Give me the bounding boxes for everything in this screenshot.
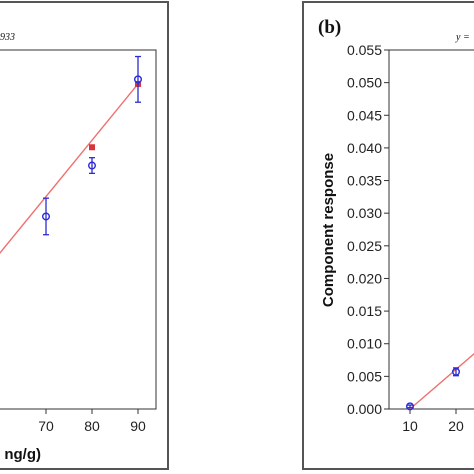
circle-marker	[87, 161, 96, 170]
panel-b-equation: y =	[455, 32, 470, 43]
y-tick-label: 0.035	[347, 173, 382, 189]
y-tick-label: 0.045	[347, 107, 382, 123]
panel-a-frame	[0, 1, 169, 470]
panel-b-plot-area	[388, 49, 474, 410]
circle-marker	[452, 367, 461, 376]
y-tick-label: 0.050	[347, 75, 382, 91]
panel-a-fit	[0, 83, 139, 255]
panel-b-y-ticks: 0.000 0.005 0.010 0.015 0.020 0.025 0.030 0.035…	[347, 42, 389, 417]
fit-line	[409, 352, 474, 410]
y-tick-label: 0.020	[347, 270, 382, 286]
circle-marker	[406, 402, 415, 411]
panel-b-points	[406, 367, 461, 411]
y-tick-label: 0.015	[347, 303, 382, 319]
panel-b-x-ticks: 10 20	[402, 409, 464, 434]
x-tick-label: 80	[84, 418, 100, 434]
panel-b-label: (b)	[318, 17, 341, 38]
circle-marker	[133, 75, 142, 84]
x-tick-label: 70	[38, 418, 54, 434]
panel-b-y-axis-label: Component response	[320, 153, 337, 307]
panel-a-points	[42, 55, 142, 236]
y-tick-label: 0.040	[347, 140, 382, 156]
y-tick-label: 0.010	[347, 336, 382, 352]
fit-line	[0, 83, 139, 255]
circle-marker	[42, 212, 51, 221]
panel-b-fit	[409, 352, 474, 410]
panel-a-equation: 933	[0, 32, 15, 43]
panel-a-plot-area	[0, 49, 157, 410]
panel-a-x-axis-label: ng/g)	[4, 446, 41, 463]
panel-b-frame	[302, 1, 474, 470]
y-tick-label: 0.000	[347, 401, 382, 417]
square-marker	[89, 144, 95, 151]
y-tick-label: 0.025	[347, 238, 382, 254]
y-tick-label: 0.055	[347, 42, 382, 58]
x-tick-label: 10	[402, 418, 418, 434]
x-tick-label: 90	[130, 418, 146, 434]
y-tick-label: 0.030	[347, 205, 382, 221]
panel-a-x-ticks: 0708090	[38, 409, 146, 434]
y-tick-label: 0.005	[347, 368, 382, 384]
x-tick-label: 20	[448, 418, 464, 434]
